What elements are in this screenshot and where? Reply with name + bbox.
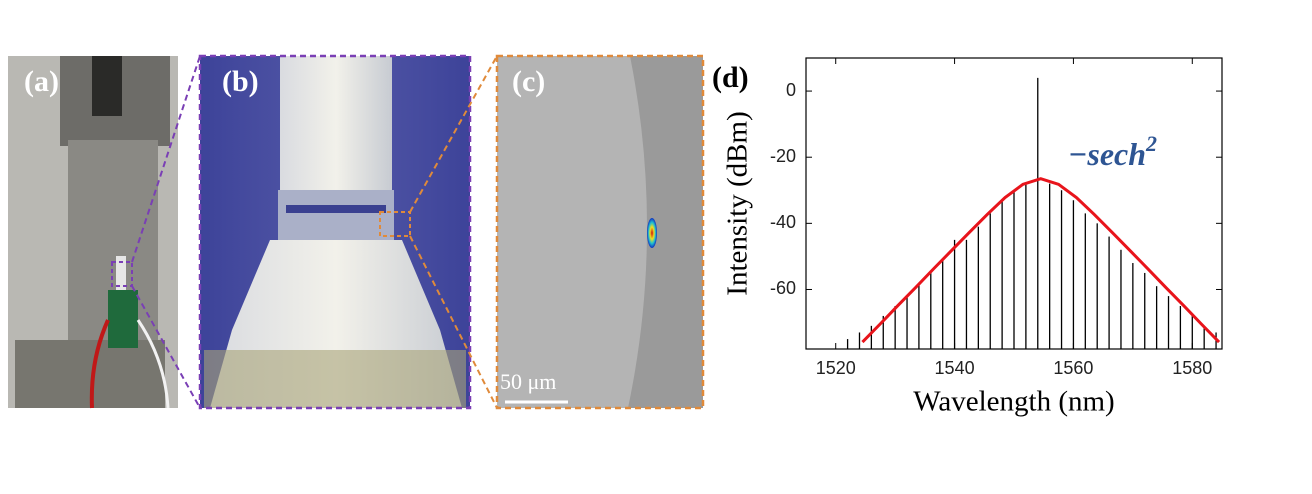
x-axis-label: Wavelength (nm) <box>913 386 1114 418</box>
zoom-line <box>131 55 201 263</box>
y-axis-label: Intensity (dBm) <box>722 111 754 295</box>
x-tick-label: 1560 <box>1053 358 1093 378</box>
y-tick-label: -60 <box>770 278 796 298</box>
photo-a <box>8 56 178 409</box>
panel-label: (c) <box>512 65 545 98</box>
plot-frame <box>805 57 1223 350</box>
zoom-line <box>409 235 498 409</box>
y-tick-label: -20 <box>770 146 796 166</box>
panel-label: (d) <box>712 61 749 94</box>
x-tick-label: 1520 <box>816 358 856 378</box>
y-tick-label: -40 <box>770 212 796 232</box>
x-tick-label: 1580 <box>1172 358 1212 378</box>
y-tick-label: 0 <box>786 80 796 100</box>
chart: 1520 1540 1560 1580 -60 -40 -20 0 Wavelength (nm… <box>722 57 1223 418</box>
fit-curve <box>861 177 1221 344</box>
annotation-text: −sech <box>1068 136 1146 172</box>
annotation: −sech2 <box>1068 131 1157 172</box>
photo-b <box>198 54 472 410</box>
annotation-superscript: 2 <box>1145 131 1157 156</box>
panel-label: (a) <box>24 65 59 98</box>
scale-bar-label: 50 μm <box>500 369 556 394</box>
zoom-line <box>131 285 201 409</box>
x-tick-label: 1540 <box>935 358 975 378</box>
panel-label: (b) <box>222 65 259 98</box>
photo-c <box>495 54 705 410</box>
